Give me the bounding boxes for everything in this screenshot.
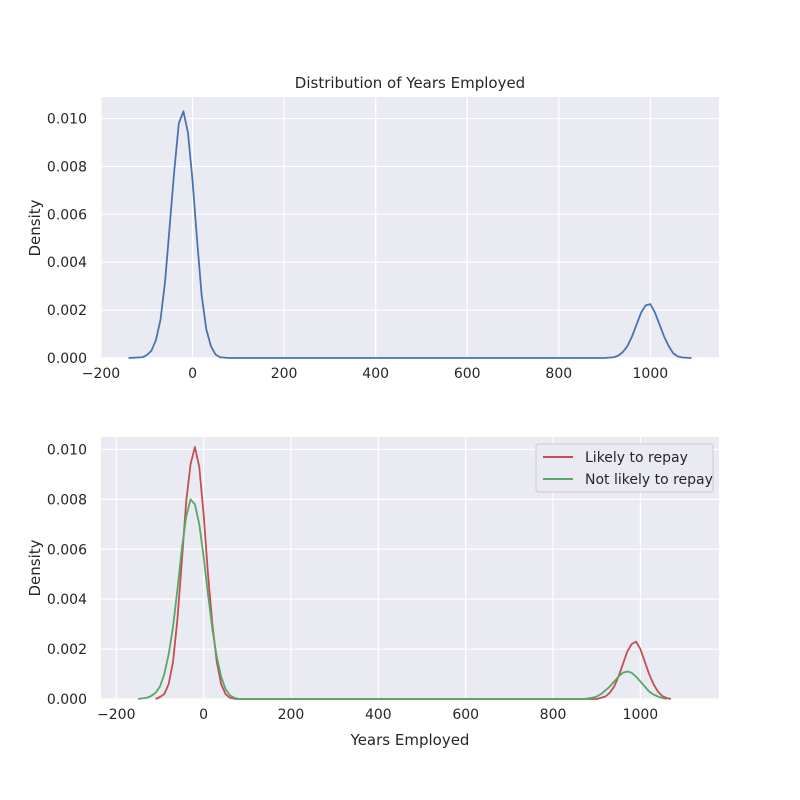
top-x-tick-label: 600 bbox=[454, 366, 481, 382]
top-y-tick-label: 0.006 bbox=[47, 207, 87, 223]
bottom-series-lines bbox=[137, 446, 672, 700]
top-subplot: −200 0 200 400 600 800 1000 0.0000.0020.0040.0… bbox=[26, 74, 719, 382]
bottom-y-tick-label: 0.000 bbox=[47, 692, 87, 708]
top-y-tick-label: 0.000 bbox=[47, 351, 87, 367]
bottom-x-tick-label: 600 bbox=[452, 707, 479, 723]
bottom-x-tick-labels: −200 0 200 400 600 800 1000 bbox=[97, 707, 658, 723]
bottom-x-tick-label: 800 bbox=[540, 707, 567, 723]
legend-label-not-likely-to-repay: Not likely to repay bbox=[585, 472, 713, 488]
bottom-series-line-not-likely-to-repay bbox=[137, 498, 667, 700]
top-y-tick-label: 0.008 bbox=[47, 159, 87, 175]
bottom-x-tick-label: 0 bbox=[199, 707, 208, 723]
legend: Likely to repay Not likely to repay bbox=[535, 443, 714, 493]
bottom-subplot: −200 0 200 400 600 800 1000 0.0000.0020.0040.0… bbox=[26, 437, 719, 749]
top-x-tick-label: 1000 bbox=[633, 366, 669, 382]
bottom-gridlines bbox=[101, 437, 719, 700]
top-y-tick-label: 0.010 bbox=[47, 112, 87, 128]
top-x-tick-labels: −200 0 200 400 600 800 1000 bbox=[82, 366, 668, 382]
top-x-tick-label: −200 bbox=[82, 366, 120, 382]
bottom-y-axis-label: Density bbox=[26, 539, 44, 596]
bottom-x-tick-label: 200 bbox=[278, 707, 305, 723]
top-y-tick-label: 0.002 bbox=[47, 303, 87, 319]
top-x-tick-label: 200 bbox=[271, 366, 298, 382]
bottom-series-line-likely-to-repay bbox=[155, 446, 672, 700]
top-y-axis-label: Density bbox=[26, 199, 44, 256]
bottom-y-tick-labels: 0.000 0.002 0.004 0.006 0.008 0.010 bbox=[47, 442, 87, 708]
top-series-line-density bbox=[128, 110, 692, 359]
bottom-x-tick-label: 1000 bbox=[623, 707, 659, 723]
top-x-tick-label: 400 bbox=[362, 366, 389, 382]
legend-label-likely-to-repay: Likely to repay bbox=[585, 450, 688, 466]
top-x-tick-label: 800 bbox=[545, 366, 572, 382]
legend-box bbox=[535, 443, 714, 493]
top-x-tick-label: 0 bbox=[188, 366, 197, 382]
bottom-x-axis-label: Years Employed bbox=[350, 731, 470, 749]
top-y-tick-label: 0.004 bbox=[47, 255, 87, 271]
top-y-tick-labels: 0.000 0.002 0.004 0.006 0.008 0.010 bbox=[47, 112, 87, 367]
bottom-x-tick-label: −200 bbox=[97, 707, 135, 723]
bottom-y-tick-label: 0.010 bbox=[47, 442, 87, 458]
bottom-x-tick-label: 400 bbox=[365, 707, 392, 723]
top-series-lines bbox=[128, 110, 692, 359]
bottom-y-tick-label: 0.006 bbox=[47, 542, 87, 558]
bottom-y-tick-label: 0.002 bbox=[47, 642, 87, 658]
top-chart-title: Distribution of Years Employed bbox=[295, 74, 525, 92]
bottom-y-tick-label: 0.008 bbox=[47, 492, 87, 508]
top-plot-area bbox=[101, 97, 719, 358]
bottom-y-tick-label: 0.004 bbox=[47, 592, 87, 608]
